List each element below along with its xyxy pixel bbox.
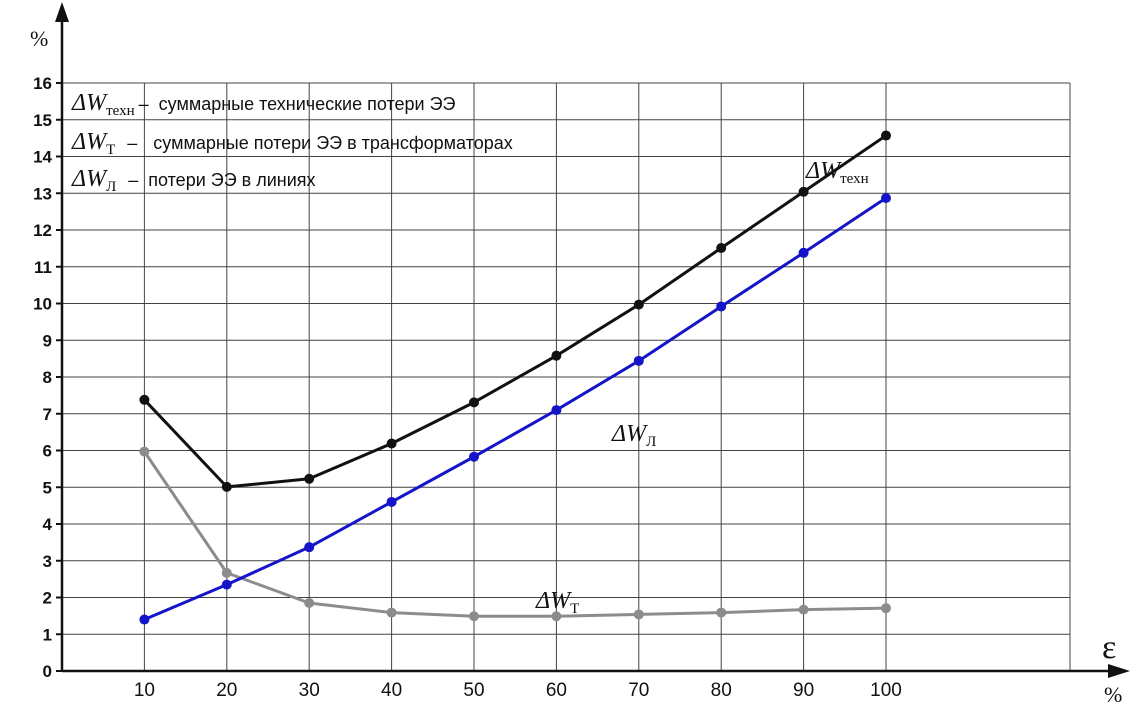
data-point-lines (386, 496, 397, 507)
data-point-lines (633, 355, 644, 366)
axes (55, 2, 1130, 678)
x-tick-labels: 10 20 30 40 50 60 70 80 90 100 (134, 680, 902, 701)
series-label-subscript: Л (646, 434, 656, 450)
data-point-trans (551, 611, 562, 622)
x-axis-unit: % (1104, 682, 1122, 707)
y-tick-label: 11 (34, 258, 52, 277)
x-tick-label: 80 (711, 680, 732, 701)
series-line-lines (143, 196, 887, 621)
data-point-tech (304, 473, 315, 484)
y-tick-label: 6 (43, 442, 52, 461)
y-tick-label: 15 (33, 111, 52, 130)
legend-subscript: Т (106, 142, 115, 158)
x-tick-label: 90 (793, 680, 814, 701)
x-axis-arrow-icon (1108, 664, 1130, 678)
y-tick-label: 2 (43, 589, 52, 608)
y-tick-label: 0 (43, 662, 52, 681)
y-tick-label: 16 (33, 74, 52, 93)
y-tick-label: 4 (43, 515, 53, 534)
x-tick-label: 30 (299, 680, 320, 701)
x-axis-label: ε (1102, 629, 1116, 666)
legend-item-tech: ΔWтехн – суммарные технические потери ЭЭ (71, 90, 456, 119)
x-tick-label: 60 (546, 680, 567, 701)
series-label-lines: ΔWЛ (611, 421, 656, 450)
data-point-lines (551, 405, 562, 416)
y-tick-label: 12 (33, 221, 52, 240)
y-tick-label: 8 (43, 368, 52, 387)
legend-text: суммарные технические потери ЭЭ (159, 94, 456, 114)
series-label-symbol: ΔW (805, 158, 842, 184)
data-point-trans (633, 609, 644, 620)
y-axis-arrow-icon (55, 2, 69, 22)
data-point-lines (304, 542, 315, 553)
y-tick-label: 9 (43, 331, 52, 350)
data-point-trans (304, 598, 315, 609)
data-point-tech (633, 299, 644, 310)
data-point-trans (386, 607, 397, 618)
y-tick-label: 13 (33, 184, 52, 203)
legend-subscript: Л (106, 179, 116, 195)
legend-symbol: ΔW (71, 129, 108, 155)
data-point-tech (139, 394, 150, 405)
series-line-tech (143, 134, 887, 489)
grid-lines (62, 82, 1071, 671)
data-point-tech (551, 350, 562, 361)
data-point-trans (881, 603, 891, 614)
data-point-tech (469, 397, 479, 408)
data-point-lines (221, 579, 232, 590)
data-point-tech (798, 186, 809, 197)
y-tick-label: 14 (33, 148, 52, 167)
legend-item-lines: ΔWЛ – потери ЭЭ в линиях (71, 166, 316, 195)
y-tick-label: 5 (43, 478, 52, 497)
legend-symbol: ΔW (71, 166, 108, 192)
data-point-lines (798, 247, 809, 258)
legend-text: потери ЭЭ в линиях (148, 170, 315, 190)
data-point-trans (139, 446, 150, 457)
series-label-subscript: Т (570, 601, 579, 617)
data-point-trans (798, 604, 809, 615)
legend-item-trans: ΔWТ – суммарные потери ЭЭ в трансформатора… (71, 129, 513, 158)
legend-symbol: ΔW (71, 90, 108, 116)
series-label-trans: ΔWТ (535, 588, 579, 617)
data-point-trans (221, 567, 232, 578)
x-tick-label: 20 (216, 680, 237, 701)
y-tick-label: 3 (43, 552, 52, 571)
data-point-tech (221, 481, 232, 492)
x-tick-label: 70 (628, 680, 649, 701)
series-layer (139, 130, 891, 625)
legend-dash: – (128, 170, 138, 190)
series-label-tech: ΔWтехн (805, 158, 869, 187)
legend-dash: – (139, 94, 149, 114)
data-point-trans (716, 607, 727, 618)
legend-dash: – (127, 133, 137, 153)
y-tick-label: 7 (43, 405, 52, 424)
y-tick-label: 10 (33, 295, 52, 314)
data-point-lines (881, 193, 891, 204)
series-line-trans (143, 450, 887, 618)
data-point-tech (386, 438, 397, 449)
data-point-lines (139, 614, 150, 625)
y-tick-label: 1 (43, 625, 52, 644)
x-tick-label: 10 (134, 680, 155, 701)
legend-subscript: техн (106, 103, 135, 119)
series-label-symbol: ΔW (611, 421, 648, 447)
series-label-symbol: ΔW (535, 588, 572, 614)
data-point-tech (881, 130, 891, 141)
series-label-subscript: техн (840, 171, 869, 187)
x-tick-label: 50 (463, 680, 484, 701)
x-tick-label: 100 (870, 680, 902, 701)
data-point-tech (716, 243, 727, 254)
data-point-trans (469, 611, 479, 622)
x-tick-label: 40 (381, 680, 402, 701)
data-point-lines (716, 301, 727, 312)
data-point-lines (469, 451, 479, 462)
legend-text: суммарные потери ЭЭ в трансформаторах (153, 133, 512, 153)
y-axis-label: % (30, 26, 48, 51)
legend: ΔWтехн – суммарные технические потери ЭЭ Δ… (71, 90, 513, 195)
